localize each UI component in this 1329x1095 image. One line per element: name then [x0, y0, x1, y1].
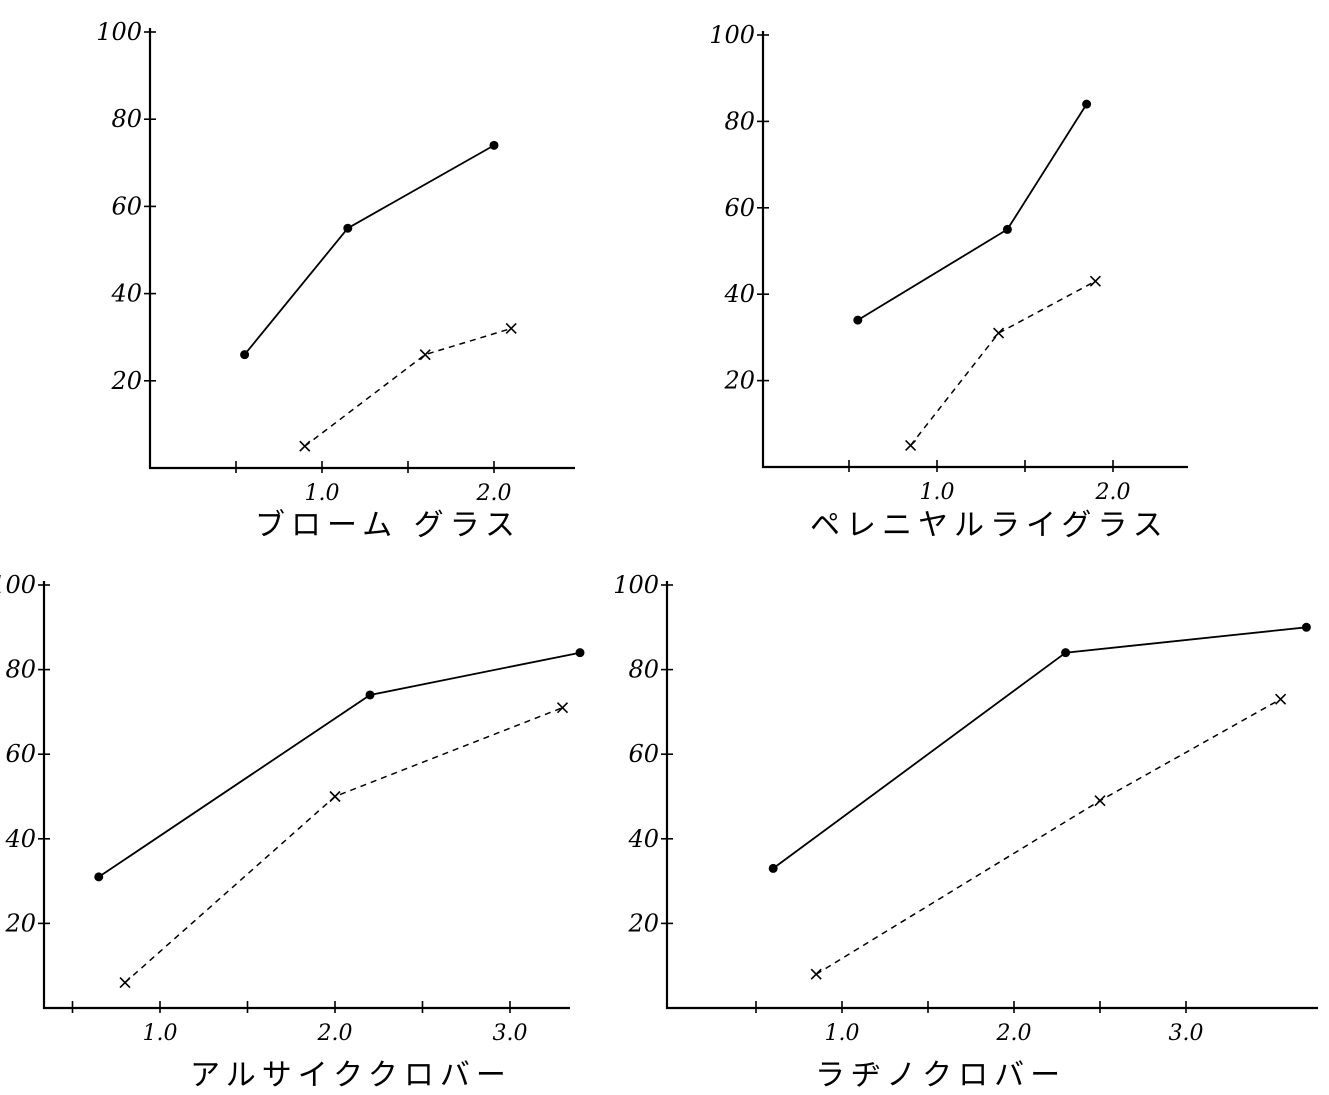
cross-marker — [993, 327, 1005, 339]
y-tick-label: 60 — [111, 192, 142, 220]
dot-marker — [1002, 224, 1012, 234]
dot-marker — [1301, 622, 1311, 632]
series-line-dashed — [910, 280, 1096, 446]
y-tick-label: 80 — [5, 656, 36, 684]
x-tick-label: 2.0 — [996, 1021, 1032, 1046]
y-tick-label: 100 — [709, 21, 755, 49]
dot-marker — [343, 223, 353, 233]
cross-marker — [810, 968, 822, 980]
x-tick-label: 3.0 — [1169, 1021, 1204, 1046]
axis-lines — [761, 31, 1188, 469]
y-tick-label: 40 — [110, 280, 142, 308]
y-tick-label: 20 — [723, 367, 755, 395]
y-tick-label: 20 — [627, 909, 659, 937]
cross-marker — [329, 790, 341, 803]
dot-marker — [575, 648, 585, 658]
series-line-dashed — [815, 698, 1281, 975]
chart-panel-2: 20 40 60 80 100 1.0 2.0 ペレニヤルライグラス — [709, 21, 1188, 543]
y-tick-label: 20 — [4, 909, 36, 937]
chart-title: アルサイククロバー — [190, 1058, 512, 1093]
dot-marker — [94, 872, 104, 882]
x-tick-label: 1.0 — [825, 1021, 860, 1046]
dot-marker — [1082, 99, 1092, 109]
dot-marker — [768, 863, 778, 873]
series-line-solid — [98, 651, 581, 878]
x-tick-label: 2.0 — [317, 1021, 353, 1046]
x-tick-label: 3.0 — [493, 1021, 528, 1046]
chart-panel-4: 20 40 60 80 100 1.0 2.0 3.0 ラヂノクロバー — [613, 571, 1318, 1093]
dot-marker — [365, 690, 375, 700]
cross-marker — [299, 440, 311, 452]
y-tick-label: 100 — [0, 571, 36, 599]
y-tick-label: 80 — [724, 107, 755, 135]
y-tick-label: 40 — [627, 825, 659, 853]
y-tick-label: 20 — [110, 367, 142, 395]
series-line-dashed — [124, 707, 563, 984]
cross-marker — [1089, 275, 1101, 287]
x-tick-label: 1.0 — [305, 481, 340, 506]
cross-marker — [419, 349, 431, 361]
y-tick-label: 80 — [111, 105, 142, 133]
chart-title: ラヂノクロバー — [815, 1058, 1066, 1093]
y-tick-label: 80 — [628, 656, 659, 684]
series-line-solid — [857, 103, 1088, 321]
y-tick-label: 60 — [724, 194, 755, 222]
y-tick-label: 40 — [723, 280, 755, 308]
y-tick-label: 60 — [628, 740, 659, 768]
cross-marker — [556, 702, 569, 714]
x-tick-label: 1.0 — [143, 1021, 178, 1046]
x-tick-label: 2.0 — [476, 481, 512, 506]
cross-marker — [905, 439, 917, 451]
cross-marker — [1275, 693, 1287, 705]
cross-marker — [119, 977, 131, 989]
axis-lines — [148, 28, 575, 470]
series-line-dashed — [304, 327, 512, 447]
chart-panel-3: 20 40 60 80 100 1.0 2.0 3.0 アルサイククロバー — [0, 571, 585, 1093]
series-line-solid — [772, 626, 1307, 870]
cross-marker — [1094, 795, 1106, 807]
dot-marker — [1061, 648, 1071, 658]
y-tick-label: 100 — [613, 571, 659, 599]
dot-marker — [853, 315, 863, 325]
dot-marker — [489, 140, 499, 150]
y-tick-label: 60 — [5, 740, 36, 768]
y-tick-label: 100 — [96, 18, 142, 46]
dot-marker — [240, 350, 250, 360]
x-tick-label: 2.0 — [1095, 480, 1131, 505]
x-tick-label: 1.0 — [920, 480, 955, 505]
cross-marker — [505, 322, 517, 335]
series-line-solid — [243, 144, 495, 356]
chart-title: ブローム グラス — [255, 508, 521, 543]
chart-title: ペレニヤルライグラス — [810, 508, 1169, 543]
y-tick-label: 40 — [4, 825, 36, 853]
axis-lines — [665, 581, 1318, 1010]
axis-lines — [42, 581, 570, 1010]
